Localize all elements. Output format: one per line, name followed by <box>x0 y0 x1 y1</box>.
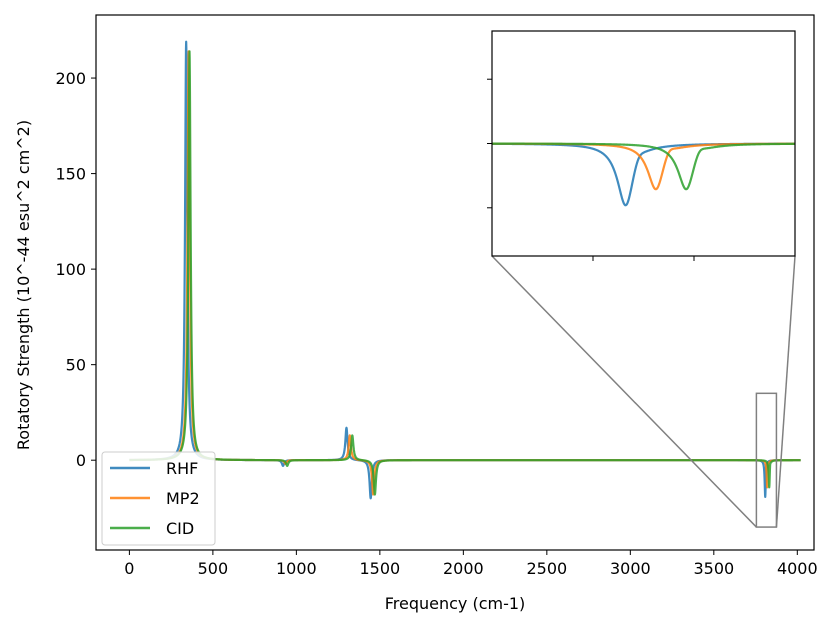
x-tick-label: 3000 <box>610 559 651 578</box>
x-tick-label: 4000 <box>777 559 818 578</box>
plot-frame <box>95 14 815 551</box>
legend-entry-cid: CID <box>166 519 194 538</box>
inset-lines <box>492 142 795 207</box>
y-axis-label: Rotatory Strength (10^-44 esu^2 cm^2) <box>14 120 33 450</box>
x-tick-label: 500 <box>198 559 229 578</box>
x-axis-label: Frequency (cm-1) <box>385 594 526 613</box>
legend-entry-mp2: MP2 <box>166 489 200 508</box>
x-tick-label: 2000 <box>443 559 484 578</box>
y-tick-label: 100 <box>55 260 86 279</box>
legend-box <box>101 451 216 546</box>
y-tick-label: 200 <box>55 69 86 88</box>
inset-axes <box>487 30 796 261</box>
zoom-indicator <box>491 255 796 528</box>
y-axis-ticks: 0 50 100 150 200 <box>55 69 96 470</box>
x-tick-label: 0 <box>124 559 134 578</box>
inset-series-line-cid <box>492 142 795 191</box>
x-tick-label: 1500 <box>360 559 401 578</box>
connector-line <box>775 255 796 528</box>
zoom-region-box <box>755 392 778 528</box>
y-tick-label: 50 <box>66 356 86 375</box>
x-tick-label: 1000 <box>276 559 317 578</box>
y-tick-label: 150 <box>55 165 86 184</box>
series-line-cid <box>128 50 802 496</box>
x-tick-label: 3500 <box>693 559 734 578</box>
legend-entry-rhf: RHF <box>166 459 198 478</box>
main-plot-lines <box>128 40 802 500</box>
legend: RHF MP2 CID <box>101 451 216 546</box>
y-tick-label: 0 <box>76 451 86 470</box>
x-axis-ticks: 0 500 1000 1500 2000 2500 3000 3500 4000 <box>124 550 818 578</box>
x-tick-label: 2500 <box>526 559 567 578</box>
connector-line <box>491 255 757 528</box>
main-axes-frame <box>95 14 815 551</box>
